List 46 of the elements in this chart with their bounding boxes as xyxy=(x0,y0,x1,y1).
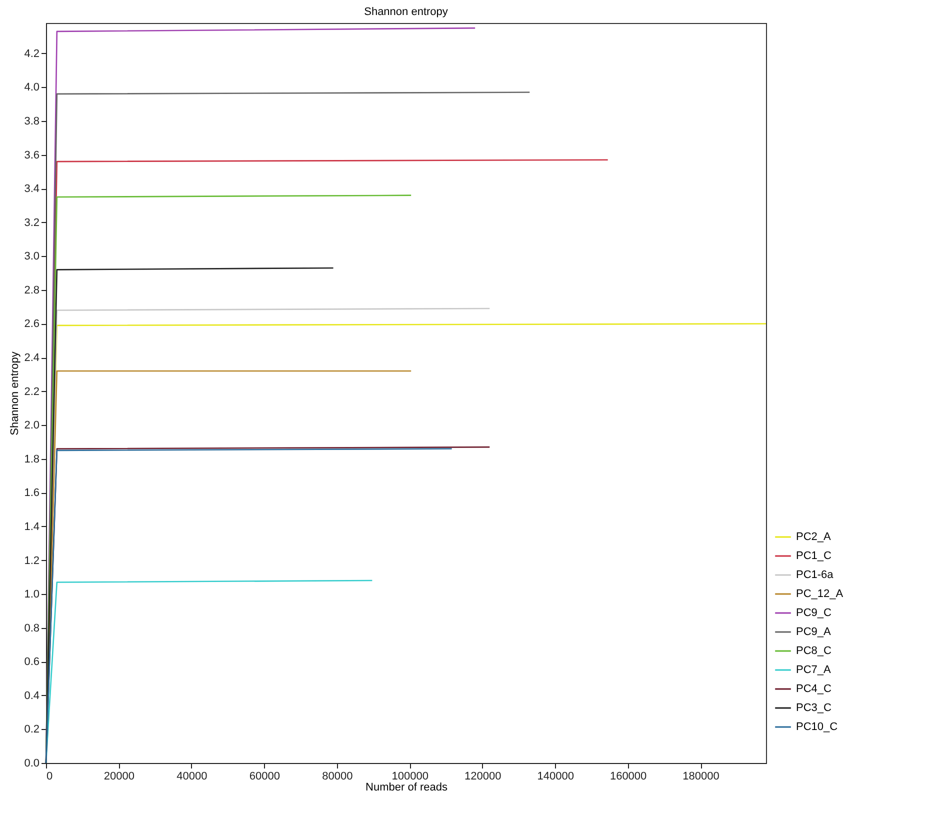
x-tick-label: 180000 xyxy=(682,770,720,782)
x-tick-label: 60000 xyxy=(249,770,280,782)
legend-label: PC9_A xyxy=(796,626,832,638)
x-tick-label: 40000 xyxy=(176,770,208,782)
y-tick-label: 2.4 xyxy=(24,352,40,364)
legend-label: PC9_C xyxy=(796,607,832,619)
y-tick-label: 4.0 xyxy=(24,82,40,94)
legend-label: PC1_C xyxy=(796,550,832,562)
x-tick-label: 20000 xyxy=(104,770,135,782)
legend-label: PC_12_A xyxy=(796,588,844,600)
y-tick-label: 3.8 xyxy=(24,115,40,128)
legend-label: PC7_A xyxy=(796,664,832,676)
y-tick-label: 1.4 xyxy=(24,520,40,533)
x-tick-label: 80000 xyxy=(322,770,353,782)
y-tick-label: 1.2 xyxy=(24,554,40,567)
y-tick-label: 0.4 xyxy=(24,690,40,702)
y-tick-label: 0.8 xyxy=(24,622,40,634)
legend-label: PC2_A xyxy=(796,531,832,543)
y-tick-label: 0.0 xyxy=(24,758,40,770)
y-tick-label: 3.6 xyxy=(24,149,40,162)
y-tick-label: 3.4 xyxy=(24,183,40,196)
y-tick-label: 1.0 xyxy=(24,588,40,601)
y-tick-label: 2.6 xyxy=(24,318,40,330)
y-tick-label: 3.2 xyxy=(24,216,40,229)
x-tick-label: 0 xyxy=(46,770,53,782)
legend-label: PC1-6a xyxy=(796,569,834,581)
y-tick-label: 0.2 xyxy=(24,724,40,736)
x-tick-label: 100000 xyxy=(392,770,428,782)
y-tick-label: 4.2 xyxy=(24,48,40,60)
chart-title: Shannon entropy xyxy=(364,6,448,18)
legend-label: PC4_C xyxy=(796,683,832,695)
x-tick-label: 160000 xyxy=(610,770,647,782)
y-axis-title: Shannon entropy xyxy=(9,351,22,436)
y-tick-label: 2.8 xyxy=(24,284,40,296)
x-axis-title: Number of reads xyxy=(366,782,448,794)
legend-label: PC3_C xyxy=(796,702,832,714)
y-tick-label: 2.2 xyxy=(24,386,40,398)
x-tick-label: 120000 xyxy=(464,770,502,782)
y-tick-label: 3.0 xyxy=(24,250,40,263)
legend-label: PC8_C xyxy=(796,645,832,657)
x-tick-label: 140000 xyxy=(537,770,574,782)
legend-label: PC10_C xyxy=(796,721,838,733)
y-tick-label: 2.0 xyxy=(24,420,40,432)
y-tick-label: 1.6 xyxy=(24,487,40,500)
y-tick-label: 1.8 xyxy=(24,453,40,466)
y-tick-label: 0.6 xyxy=(24,656,40,668)
